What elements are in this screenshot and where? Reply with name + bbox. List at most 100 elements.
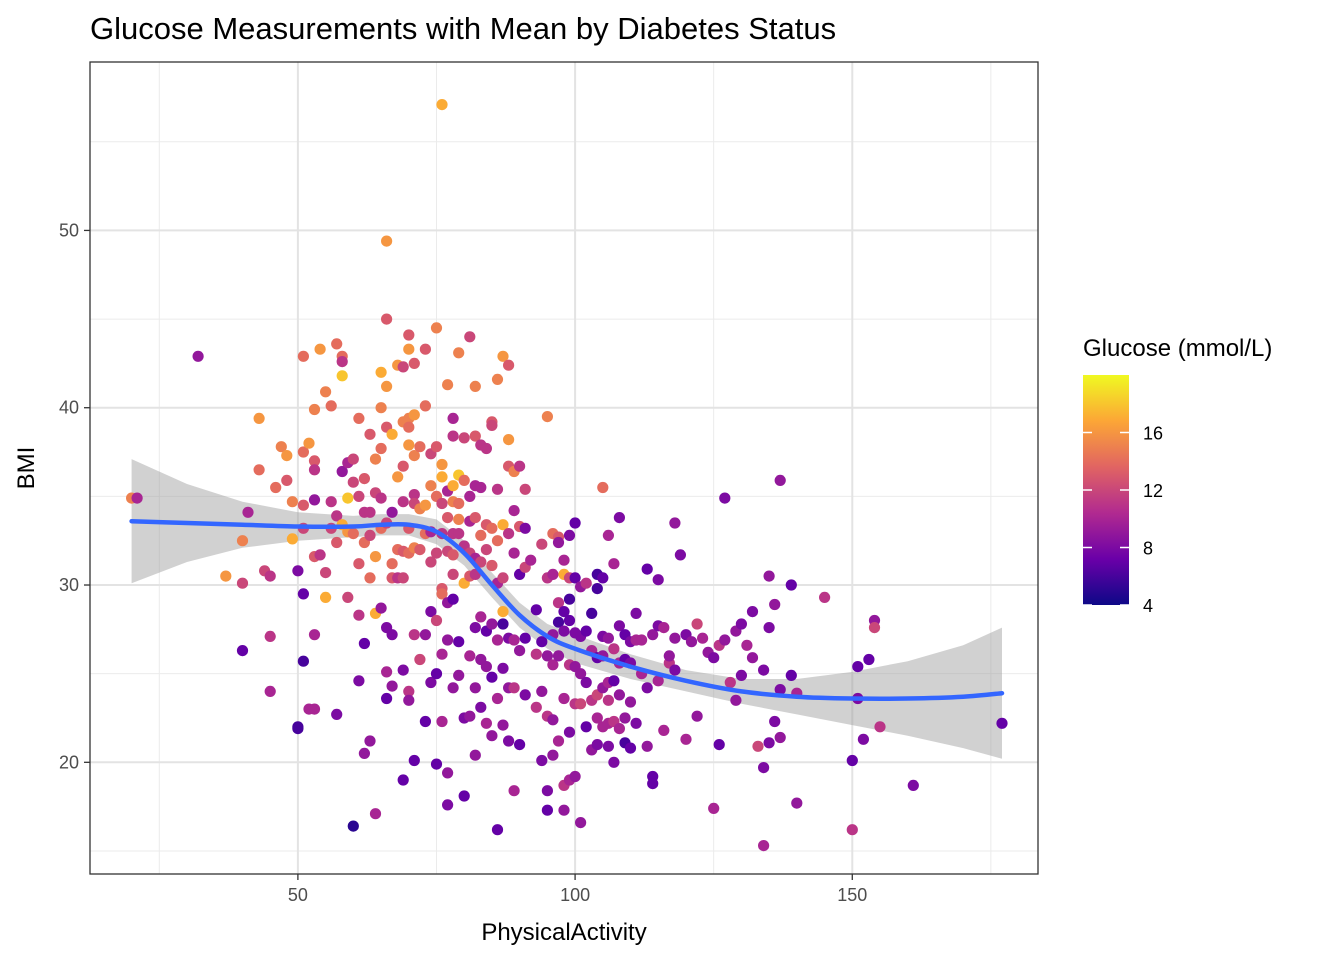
data-point xyxy=(347,528,359,540)
data-point xyxy=(436,588,448,600)
data-point xyxy=(758,664,770,676)
data-point xyxy=(741,639,753,651)
data-point xyxy=(580,721,592,733)
data-point xyxy=(758,840,770,852)
data-point xyxy=(408,754,420,767)
data-point xyxy=(497,719,509,731)
data-point xyxy=(375,602,387,614)
x-tick-label: 100 xyxy=(560,885,590,905)
data-point xyxy=(647,629,659,641)
data-point xyxy=(320,386,332,398)
data-point xyxy=(608,675,620,687)
data-point xyxy=(552,735,565,747)
smooth-mean-line xyxy=(129,518,1005,701)
data-point xyxy=(414,653,426,666)
data-point xyxy=(658,724,670,737)
data-point xyxy=(475,556,487,568)
data-point xyxy=(708,802,720,815)
grid-major xyxy=(90,62,1038,874)
data-point xyxy=(519,689,531,701)
data-point xyxy=(375,492,387,504)
data-point xyxy=(264,570,276,582)
data-point xyxy=(308,455,321,467)
data-point xyxy=(591,583,603,595)
data-point xyxy=(846,754,858,767)
plot-panel-border xyxy=(89,61,1039,875)
data-point xyxy=(353,558,365,570)
data-point xyxy=(569,572,581,584)
data-point xyxy=(514,645,526,657)
data-point xyxy=(408,450,420,462)
data-point xyxy=(264,630,276,643)
data-point xyxy=(636,634,648,646)
data-point xyxy=(353,675,365,687)
data-point xyxy=(602,740,615,752)
data-point xyxy=(403,685,415,698)
data-point xyxy=(320,591,332,604)
data-point xyxy=(447,593,459,605)
data-point xyxy=(403,694,415,706)
data-point xyxy=(530,604,542,616)
data-point xyxy=(547,714,559,726)
data-point xyxy=(375,442,387,455)
data-point xyxy=(342,492,354,504)
data-point xyxy=(436,715,448,728)
data-point xyxy=(480,717,492,729)
data-point xyxy=(331,708,343,721)
data-point xyxy=(580,625,592,637)
data-point xyxy=(403,343,415,355)
data-point xyxy=(563,593,576,605)
data-point xyxy=(685,636,698,648)
data-point xyxy=(674,549,687,561)
data-point xyxy=(569,517,581,529)
data-point xyxy=(791,797,803,809)
data-point xyxy=(774,474,786,486)
data-point xyxy=(746,606,759,618)
data-point xyxy=(497,606,509,618)
data-point xyxy=(408,409,420,421)
data-point xyxy=(552,650,565,662)
data-point xyxy=(680,733,692,745)
data-point xyxy=(403,421,415,433)
data-point xyxy=(236,577,249,589)
data-point xyxy=(430,758,443,770)
data-point xyxy=(419,629,431,641)
data-point xyxy=(552,536,565,549)
data-point xyxy=(314,549,326,561)
data-point xyxy=(453,497,465,510)
data-point xyxy=(868,622,881,634)
data-point xyxy=(514,739,526,751)
data-point xyxy=(425,556,437,568)
data-point xyxy=(558,554,570,566)
data-point xyxy=(602,632,615,644)
legend-tick-label: 8 xyxy=(1143,539,1153,559)
data-point xyxy=(547,568,559,581)
data-point xyxy=(442,767,454,779)
data-point xyxy=(442,799,454,811)
data-point xyxy=(303,437,315,449)
legend: Glucose (mmol/L) 4 8 12 16 xyxy=(1083,335,1272,616)
data-point xyxy=(358,747,370,760)
data-point xyxy=(336,356,348,368)
data-point xyxy=(308,494,321,506)
data-point xyxy=(297,446,309,458)
data-point xyxy=(669,664,681,676)
data-point xyxy=(785,669,797,682)
data-point xyxy=(419,343,431,355)
data-point xyxy=(497,618,509,630)
data-point xyxy=(414,544,426,556)
data-point xyxy=(347,453,359,465)
data-point xyxy=(314,343,326,355)
data-point xyxy=(464,490,476,502)
data-point xyxy=(602,694,615,706)
data-point xyxy=(608,558,620,570)
data-point xyxy=(342,591,354,604)
data-point xyxy=(691,710,703,722)
data-point xyxy=(270,481,282,494)
data-point xyxy=(907,779,919,792)
data-point xyxy=(397,361,409,373)
data-point xyxy=(558,692,570,705)
data-point xyxy=(453,347,465,359)
x-tick-label: 150 xyxy=(837,885,867,905)
